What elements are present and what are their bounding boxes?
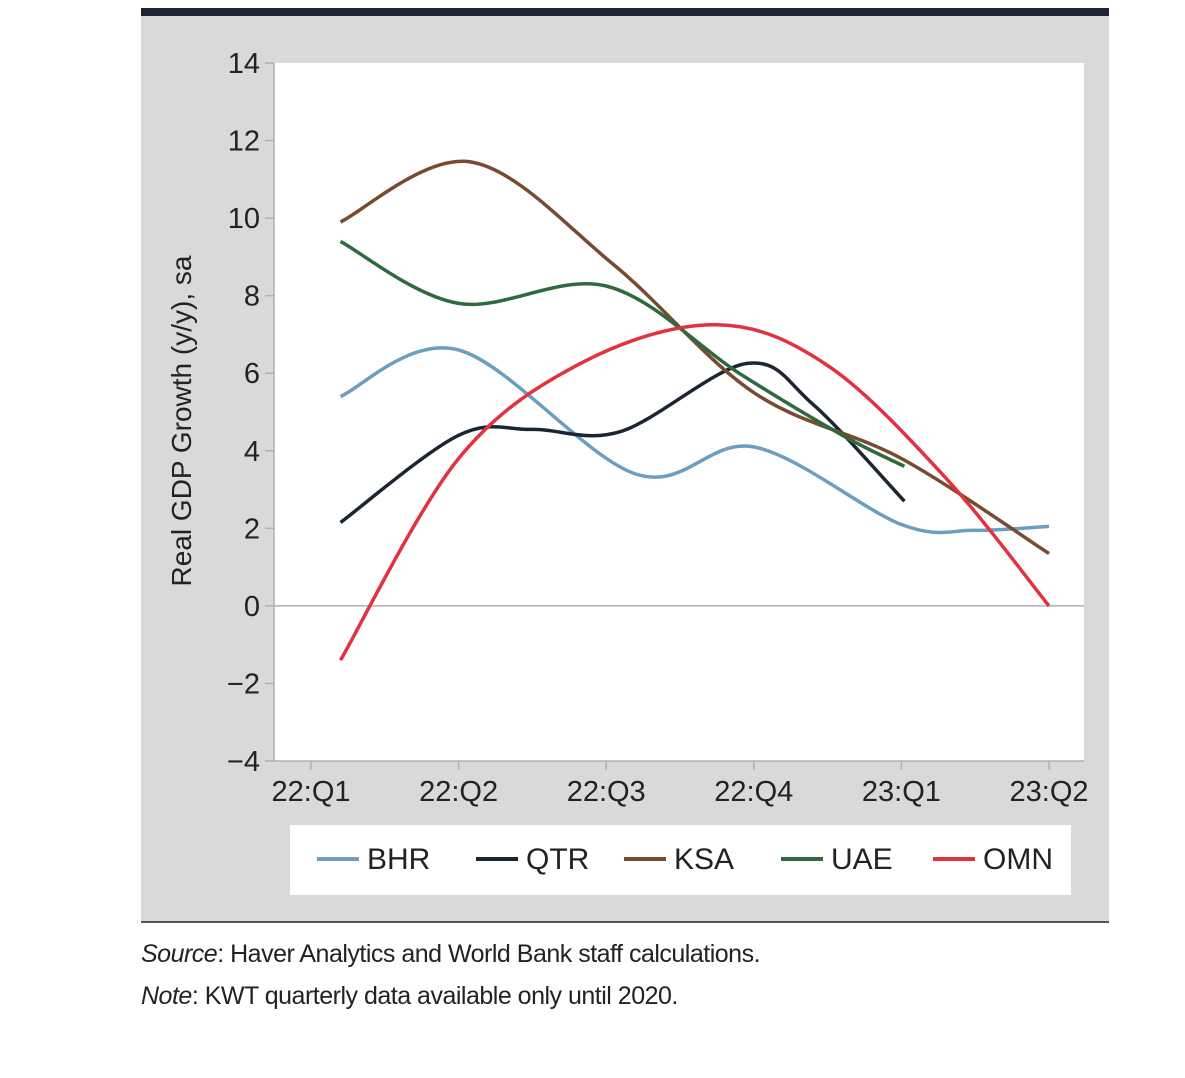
y-axis-label: Real GDP Growth (y/y), sa xyxy=(166,255,197,586)
x-tick-label: 22:Q1 xyxy=(272,776,351,808)
legend-label-qtr: QTR xyxy=(526,843,589,876)
x-tick-label: 22:Q3 xyxy=(567,776,646,808)
y-tick-label: 12 xyxy=(228,126,260,158)
y-tick-label: 10 xyxy=(228,203,260,235)
source-note: Source: Haver Analytics and World Bank s… xyxy=(141,940,761,969)
y-tick-label: 6 xyxy=(244,358,260,390)
x-tick-label: 22:Q4 xyxy=(714,776,793,808)
x-tick-label: 23:Q1 xyxy=(862,776,941,808)
series-line-uae xyxy=(339,239,906,468)
x-tick-label: 22:Q2 xyxy=(419,776,498,808)
series-line-qtr xyxy=(339,361,906,524)
y-tick-label: −2 xyxy=(227,668,260,700)
y-tick-label: 4 xyxy=(244,436,260,468)
legend-label-bhr: BHR xyxy=(367,843,430,876)
y-tick-label: 2 xyxy=(244,513,260,545)
y-tick-label: 0 xyxy=(244,591,260,623)
source-label: Source xyxy=(141,940,218,968)
data-note: Note: KWT quarterly data available only … xyxy=(141,982,678,1011)
note-label: Note xyxy=(141,982,192,1010)
series-line-bhr xyxy=(339,346,1050,535)
legend-label-uae: UAE xyxy=(831,843,893,876)
y-tick-label: 14 xyxy=(228,48,260,80)
source-text: : Haver Analytics and World Bank staff c… xyxy=(217,940,761,968)
y-tick-label: −4 xyxy=(227,746,260,778)
legend-label-omn: OMN xyxy=(983,843,1053,876)
plot-area xyxy=(274,63,1084,761)
note-text: : KWT quarterly data available only unti… xyxy=(191,982,679,1010)
chart: −4 −2 0 2 4 6 8 10 12 14 22:Q1 22:Q2 22:Q3 22:Q4 23:Q… xyxy=(166,48,1089,895)
figure-panel: −4 −2 0 2 4 6 8 10 12 14 22:Q1 22:Q2 22:Q3 22:Q4 23:Q… xyxy=(141,8,1109,923)
x-tick-label: 23:Q2 xyxy=(1010,776,1089,808)
series-line-omn xyxy=(338,323,1051,662)
legend-label-ksa: KSA xyxy=(674,843,734,876)
y-tick-label: 8 xyxy=(244,281,260,313)
